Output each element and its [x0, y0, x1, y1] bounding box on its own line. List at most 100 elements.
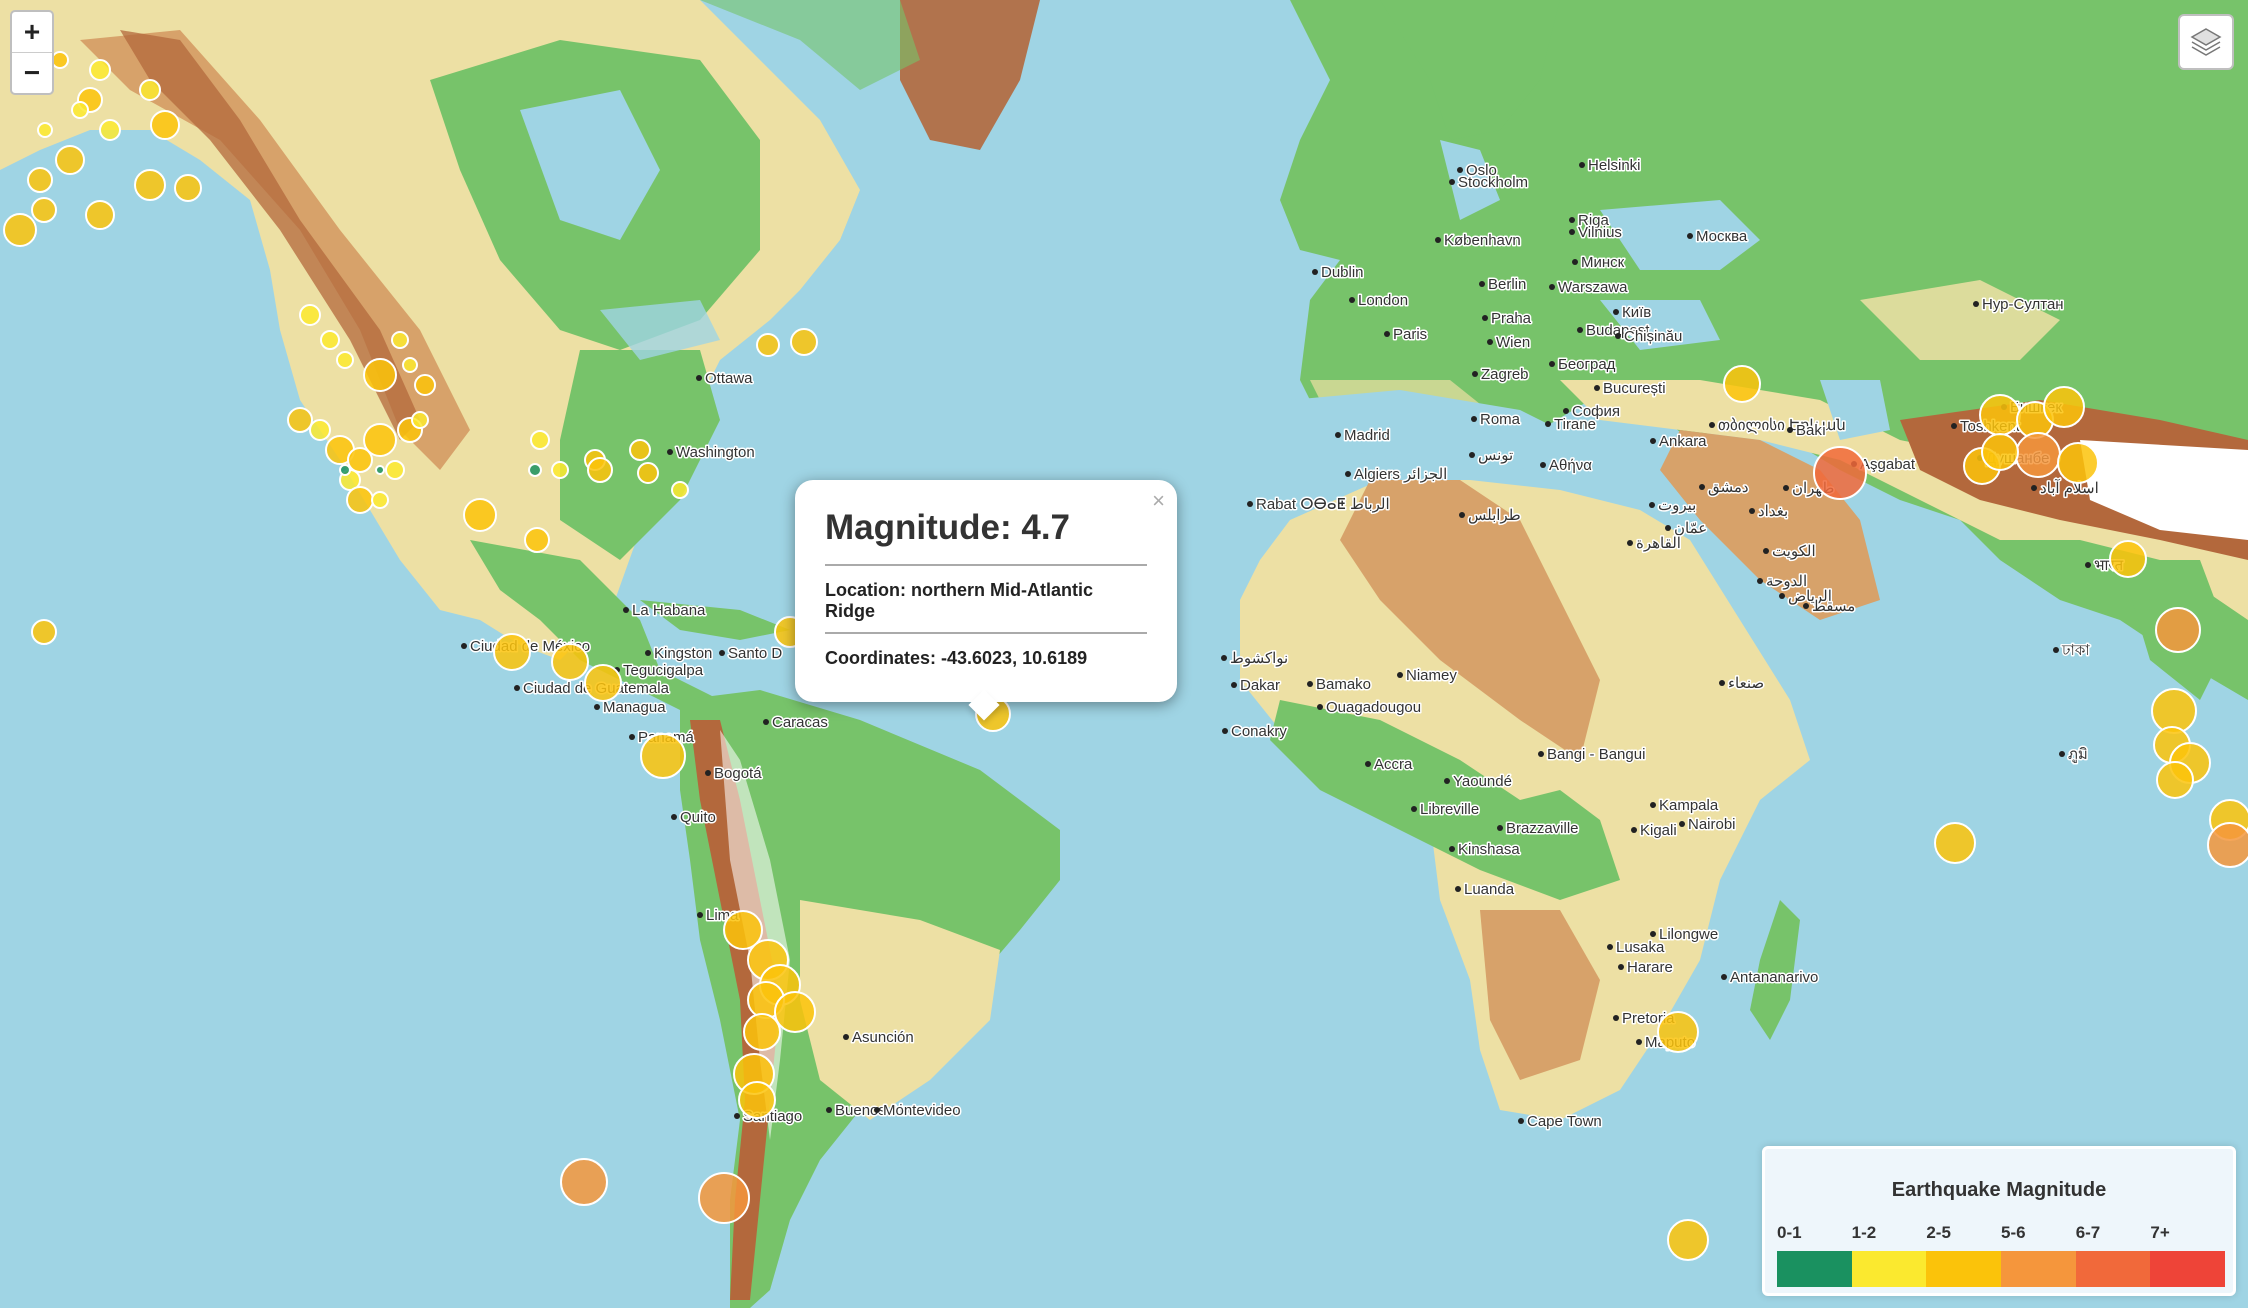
city-marker — [1397, 672, 1403, 678]
earthquake-marker[interactable] — [89, 59, 111, 81]
earthquake-marker[interactable] — [411, 411, 429, 429]
earthquake-marker[interactable] — [524, 527, 550, 553]
city-marker — [1569, 229, 1575, 235]
earthquake-marker[interactable] — [2207, 822, 2248, 868]
earthquake-marker[interactable] — [671, 481, 689, 499]
earthquake-marker[interactable] — [3, 213, 37, 247]
earthquake-marker[interactable] — [347, 447, 373, 473]
earthquake-marker[interactable] — [1813, 446, 1867, 500]
earthquake-marker[interactable] — [2057, 442, 2099, 484]
city-marker — [1444, 778, 1450, 784]
earthquake-marker[interactable] — [790, 328, 818, 356]
earthquake-marker[interactable] — [528, 463, 542, 477]
earthquake-marker[interactable] — [2109, 540, 2147, 578]
city-marker — [1365, 761, 1371, 767]
earthquake-marker[interactable] — [27, 167, 53, 193]
city-marker — [1803, 603, 1809, 609]
earthquake-marker[interactable] — [37, 122, 53, 138]
city-label: Vilnius — [1578, 224, 1622, 241]
earthquake-marker[interactable] — [629, 439, 651, 461]
earthquake-marker[interactable] — [51, 51, 69, 69]
popup-title: Magnitude: 4.7 — [825, 508, 1071, 547]
city-marker — [461, 643, 467, 649]
earthquake-marker[interactable] — [756, 333, 780, 357]
earthquake-marker[interactable] — [55, 145, 85, 175]
city-label: Αθήνα — [1549, 457, 1592, 474]
earthquake-marker[interactable] — [698, 1172, 750, 1224]
earthquake-marker[interactable] — [560, 1158, 608, 1206]
earthquake-marker[interactable] — [150, 110, 180, 140]
earthquake-marker[interactable] — [551, 461, 569, 479]
earthquake-marker[interactable] — [1657, 1011, 1699, 1053]
city-marker — [1222, 728, 1228, 734]
earthquake-marker[interactable] — [375, 465, 385, 475]
city-marker — [1459, 512, 1465, 518]
earthquake-marker[interactable] — [99, 119, 121, 141]
city-marker — [734, 1113, 740, 1119]
earthquake-marker[interactable] — [346, 486, 374, 514]
city-marker — [1471, 416, 1477, 422]
earthquake-marker[interactable] — [402, 357, 418, 373]
earthquake-marker[interactable] — [2155, 607, 2201, 653]
earthquake-marker[interactable] — [85, 200, 115, 230]
city-label: Caracas — [772, 714, 828, 731]
city-label: Ankara — [1659, 433, 1707, 450]
earthquake-marker[interactable] — [71, 101, 89, 119]
city-marker — [514, 685, 520, 691]
city-marker — [1699, 484, 1705, 490]
earthquake-marker[interactable] — [363, 358, 397, 392]
earthquake-marker[interactable] — [1934, 822, 1976, 864]
earthquake-marker[interactable] — [530, 430, 550, 450]
earthquake-marker[interactable] — [584, 664, 622, 702]
earthquake-marker[interactable] — [174, 174, 202, 202]
earthquake-marker[interactable] — [363, 423, 397, 457]
earthquake-marker[interactable] — [774, 991, 816, 1033]
city-label: Kigali — [1640, 822, 1677, 839]
earthquake-marker[interactable] — [637, 462, 659, 484]
earthquake-marker[interactable] — [551, 643, 589, 681]
earthquake-marker[interactable] — [371, 491, 389, 509]
earthquake-marker[interactable] — [493, 633, 531, 671]
earthquake-marker[interactable] — [2043, 386, 2085, 428]
earthquake-marker[interactable] — [309, 419, 331, 441]
city-marker — [1719, 680, 1725, 686]
earthquake-marker[interactable] — [299, 304, 321, 326]
earthquake-marker[interactable] — [320, 330, 340, 350]
legend-labels: 0-1 1-2 2-5 5-6 6-7 7+ — [1777, 1223, 2225, 1243]
popup-close-button[interactable]: × — [1152, 488, 1165, 513]
earthquake-marker[interactable] — [1723, 365, 1761, 403]
earthquake-marker[interactable] — [31, 197, 57, 223]
zoom-in-button[interactable]: + — [23, 16, 41, 47]
legend-swatch — [2150, 1251, 2226, 1287]
earthquake-marker[interactable] — [1981, 433, 2019, 471]
zoom-out-button[interactable]: − — [12, 52, 52, 93]
city-label: Riga — [1578, 212, 1610, 229]
earthquake-marker[interactable] — [463, 498, 497, 532]
earthquake-marker[interactable] — [336, 351, 354, 369]
earthquake-marker[interactable] — [640, 733, 686, 779]
city-label: Antananarivo — [1730, 969, 1818, 986]
city-label: Conakry — [1231, 723, 1287, 740]
earthquake-marker[interactable] — [385, 460, 405, 480]
layers-control-button[interactable] — [2178, 14, 2234, 70]
earthquake-marker[interactable] — [2156, 761, 2194, 799]
earthquake-marker[interactable] — [287, 407, 313, 433]
city-marker — [629, 734, 635, 740]
earthquake-marker[interactable] — [31, 619, 57, 645]
earthquake-marker[interactable] — [743, 1013, 781, 1051]
city-marker — [1345, 471, 1351, 477]
earthquake-marker[interactable] — [134, 169, 166, 201]
earthquake-marker[interactable] — [587, 457, 613, 483]
earthquake-marker[interactable] — [414, 374, 436, 396]
city-label: Bakı — [1796, 422, 1826, 439]
earthquake-marker[interactable] — [1979, 394, 2021, 436]
earthquake-marker[interactable] — [738, 1081, 776, 1119]
earthquake-marker[interactable] — [2015, 432, 2061, 478]
city-label: Cape Town — [1527, 1113, 1602, 1130]
earthquake-marker[interactable] — [391, 331, 409, 349]
earthquake-marker[interactable] — [723, 910, 763, 950]
earthquake-marker[interactable] — [1667, 1219, 1709, 1261]
earthquake-marker[interactable] — [339, 464, 351, 476]
earthquake-marker[interactable] — [139, 79, 161, 101]
